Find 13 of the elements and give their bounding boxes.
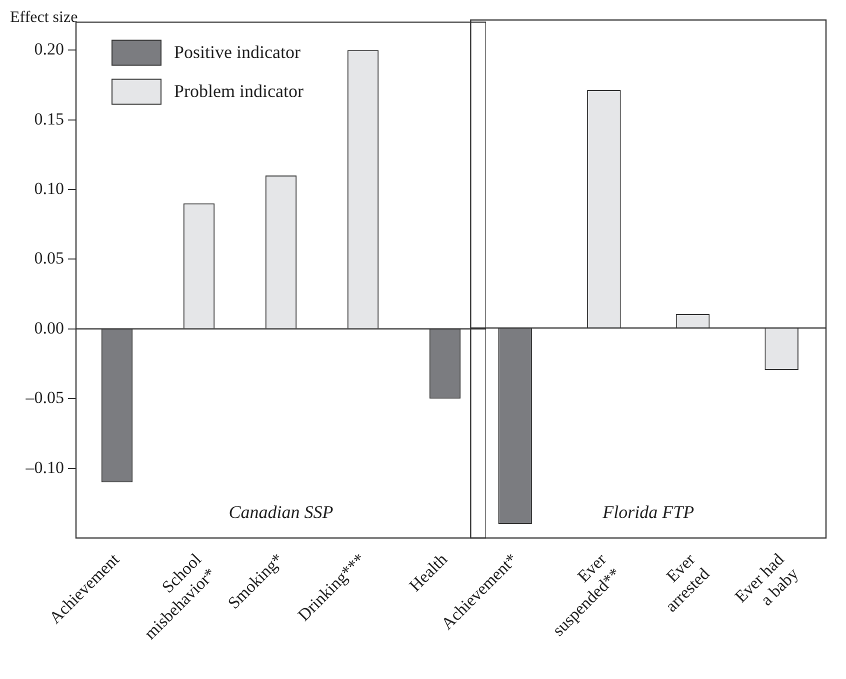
y-axis-title: Effect size: [10, 9, 78, 26]
annotation: Canadian SSP: [228, 502, 334, 522]
annotation: Florida FTP: [602, 502, 694, 522]
y-tick-label: 0.15: [34, 109, 64, 128]
y-tick-label: –0.05: [24, 388, 64, 408]
y-tick-label: 0.05: [34, 248, 64, 268]
legend-label: Problem indicator: [174, 80, 304, 101]
x-tick-label: Ever had a baby: [731, 549, 802, 610]
y-tick-label: 0.20: [34, 40, 64, 59]
legend-label: Positive indicator: [174, 42, 300, 62]
y-tick-label: 0.00: [34, 318, 64, 338]
y-tick-label: 0.10: [34, 178, 64, 198]
y-tick-label: –0.10: [24, 458, 64, 477]
